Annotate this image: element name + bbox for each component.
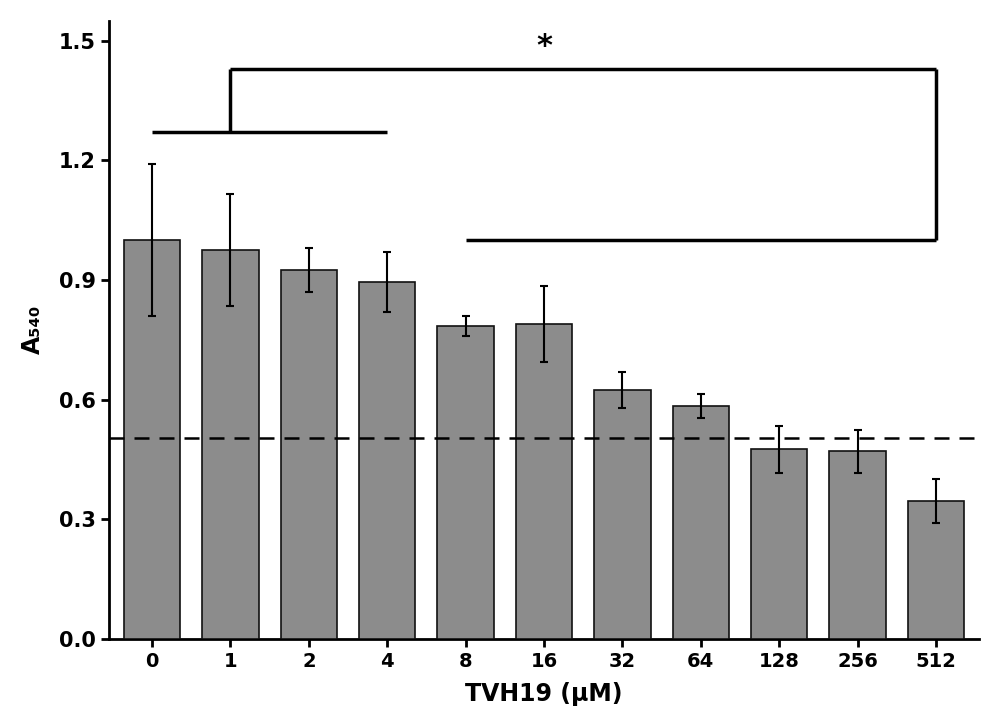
Bar (673, 406, 729, 639)
Bar (751, 449, 807, 639)
Text: *: * (536, 32, 552, 61)
Bar (202, 250, 259, 639)
Bar (437, 326, 494, 639)
Bar (594, 390, 651, 639)
Bar (281, 270, 337, 639)
Bar (908, 502, 964, 639)
Y-axis label: A₅₄₀: A₅₄₀ (21, 305, 45, 355)
X-axis label: TVH19 (μM): TVH19 (μM) (465, 682, 623, 706)
Bar (829, 451, 886, 639)
Bar (516, 324, 572, 639)
Bar (359, 282, 415, 639)
Bar (124, 240, 180, 639)
